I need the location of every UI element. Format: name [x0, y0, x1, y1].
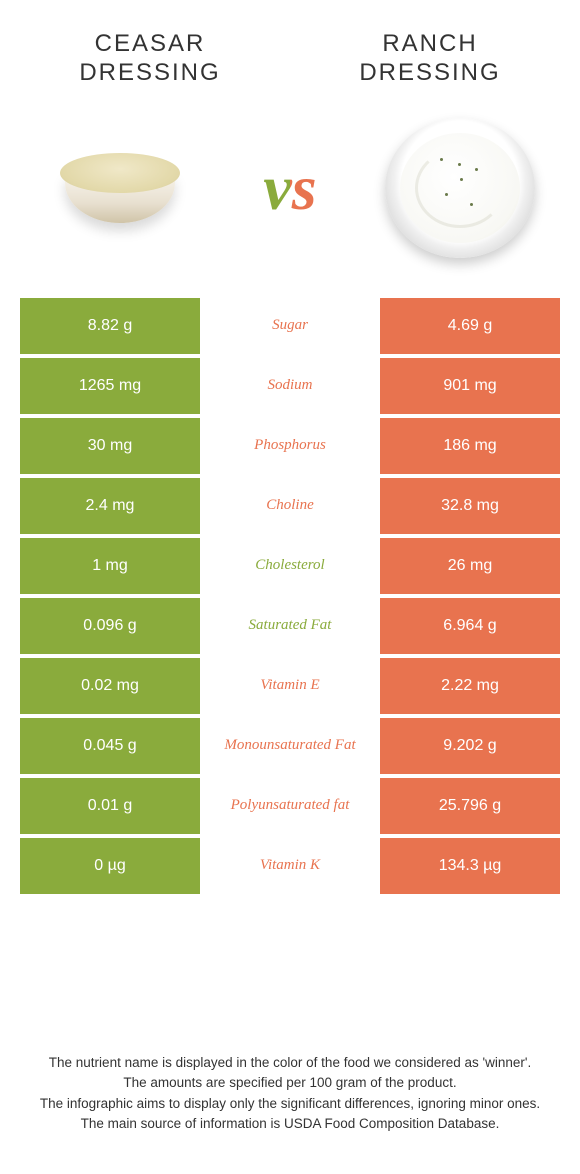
- table-row: 30 mgPhosphorus186 mg: [20, 418, 560, 474]
- title-right: Ranch Dressing: [330, 30, 530, 88]
- cell-right-value: 4.69 g: [380, 298, 560, 354]
- title-left: Ceasar Dressing: [50, 30, 250, 88]
- table-row: 0.01 gPolyunsaturated fat25.796 g: [20, 778, 560, 834]
- cell-right-value: 186 mg: [380, 418, 560, 474]
- cell-left-value: 0.045 g: [20, 718, 200, 774]
- cell-left-value: 30 mg: [20, 418, 200, 474]
- header: Ceasar Dressing Ranch Dressing: [0, 0, 580, 98]
- cell-nutrient-label: Monounsaturated Fat: [200, 718, 380, 774]
- nutrient-table: 8.82 gSugar4.69 g1265 mgSodium901 mg30 m…: [0, 298, 580, 894]
- cell-right-value: 134.3 µg: [380, 838, 560, 894]
- cell-nutrient-label: Sodium: [200, 358, 380, 414]
- vs-row: vs: [0, 98, 580, 298]
- cell-right-value: 901 mg: [380, 358, 560, 414]
- cell-left-value: 8.82 g: [20, 298, 200, 354]
- cell-nutrient-label: Sugar: [200, 298, 380, 354]
- footer-line: The main source of information is USDA F…: [30, 1114, 550, 1134]
- cell-left-value: 1265 mg: [20, 358, 200, 414]
- cell-nutrient-label: Saturated Fat: [200, 598, 380, 654]
- title-left-line2: Dressing: [50, 59, 250, 88]
- cell-right-value: 6.964 g: [380, 598, 560, 654]
- table-row: 2.4 mgCholine32.8 mg: [20, 478, 560, 534]
- ranch-bowl-icon: [380, 108, 540, 268]
- footer-line: The amounts are specified per 100 gram o…: [30, 1073, 550, 1093]
- footer-line: The nutrient name is displayed in the co…: [30, 1053, 550, 1073]
- cell-left-value: 1 mg: [20, 538, 200, 594]
- title-right-line2: Dressing: [330, 59, 530, 88]
- table-row: 1 mgCholesterol26 mg: [20, 538, 560, 594]
- title-right-line1: Ranch: [330, 30, 530, 59]
- cell-nutrient-label: Vitamin K: [200, 838, 380, 894]
- table-row: 0.045 gMonounsaturated Fat9.202 g: [20, 718, 560, 774]
- title-left-line1: Ceasar: [50, 30, 250, 59]
- table-row: 1265 mgSodium901 mg: [20, 358, 560, 414]
- cell-right-value: 26 mg: [380, 538, 560, 594]
- food-image-right: [380, 108, 540, 268]
- cell-right-value: 25.796 g: [380, 778, 560, 834]
- cell-left-value: 0.01 g: [20, 778, 200, 834]
- table-row: 8.82 gSugar4.69 g: [20, 298, 560, 354]
- cell-left-value: 0 µg: [20, 838, 200, 894]
- caesar-bowl-icon: [50, 143, 190, 233]
- cell-nutrient-label: Polyunsaturated fat: [200, 778, 380, 834]
- cell-left-value: 0.02 mg: [20, 658, 200, 714]
- cell-nutrient-label: Choline: [200, 478, 380, 534]
- cell-left-value: 0.096 g: [20, 598, 200, 654]
- footer-notes: The nutrient name is displayed in the co…: [0, 1033, 580, 1174]
- cell-left-value: 2.4 mg: [20, 478, 200, 534]
- cell-right-value: 9.202 g: [380, 718, 560, 774]
- cell-nutrient-label: Vitamin E: [200, 658, 380, 714]
- table-row: 0.02 mgVitamin E2.22 mg: [20, 658, 560, 714]
- cell-nutrient-label: Cholesterol: [200, 538, 380, 594]
- footer-line: The infographic aims to display only the…: [30, 1094, 550, 1114]
- table-row: 0 µgVitamin K134.3 µg: [20, 838, 560, 894]
- cell-right-value: 32.8 mg: [380, 478, 560, 534]
- food-image-left: [40, 108, 200, 268]
- cell-nutrient-label: Phosphorus: [200, 418, 380, 474]
- table-row: 0.096 gSaturated Fat6.964 g: [20, 598, 560, 654]
- vs-label: vs: [263, 151, 316, 225]
- cell-right-value: 2.22 mg: [380, 658, 560, 714]
